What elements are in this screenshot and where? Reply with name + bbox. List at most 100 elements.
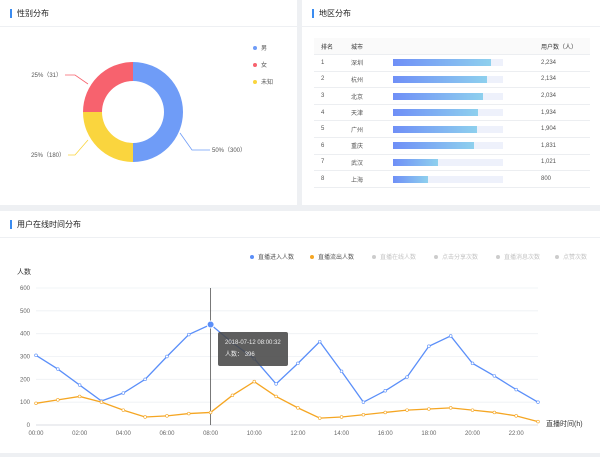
data-point[interactable] xyxy=(56,398,60,402)
tooltip-label: 人数 xyxy=(225,352,238,358)
region-panel-title: 地区分布 xyxy=(312,9,351,18)
legend-item-female[interactable]: 女 xyxy=(253,60,267,69)
cell-users: 1,831 xyxy=(534,137,590,155)
data-point[interactable] xyxy=(427,407,431,411)
series-line-0 xyxy=(35,323,539,404)
data-point[interactable] xyxy=(405,375,409,379)
data-point[interactable] xyxy=(56,367,60,371)
data-point[interactable] xyxy=(165,414,169,418)
bar-track xyxy=(393,142,503,150)
legend-item-male[interactable]: 男 xyxy=(253,43,267,52)
donut-slice-unknown[interactable] xyxy=(83,112,133,162)
bar-track xyxy=(393,158,503,166)
data-point[interactable] xyxy=(99,400,104,404)
table-row: 1 深圳 2,234 xyxy=(314,54,590,72)
cell-users: 1,904 xyxy=(534,120,590,139)
line-legend-item[interactable]: 直播流出人数 xyxy=(310,252,354,261)
line-legend-item[interactable]: 直播在线人数 xyxy=(372,252,416,261)
data-point[interactable] xyxy=(143,377,147,382)
legend-label: 女 xyxy=(261,63,268,69)
data-point[interactable] xyxy=(514,387,518,392)
gender-panel-title: 性别分布 xyxy=(10,9,49,18)
x-tick-label: 10:00 xyxy=(247,431,263,437)
data-point[interactable] xyxy=(536,419,540,424)
data-point[interactable] xyxy=(492,374,497,378)
bar-fill xyxy=(393,75,487,83)
divider xyxy=(0,237,600,238)
data-point[interactable] xyxy=(296,406,300,410)
data-point[interactable] xyxy=(77,383,82,387)
data-point[interactable] xyxy=(361,400,366,404)
data-point[interactable] xyxy=(187,332,191,337)
cell-bar xyxy=(386,54,534,72)
line-legend-item[interactable]: 点赞次数 xyxy=(555,252,587,261)
cell-users: 2,234 xyxy=(534,54,590,72)
online-time-panel: 用户在线时间分布 直播进入人数 直播流出人数 直播在线人数 点击分享次数 直播消息次数 点… xyxy=(0,211,600,453)
tooltip-value: 396 xyxy=(244,352,255,358)
data-point[interactable] xyxy=(187,411,191,416)
y-tick-label: 600 xyxy=(20,286,31,292)
line-legend-item[interactable]: 直播进入人数 xyxy=(250,252,294,261)
data-point[interactable] xyxy=(165,354,169,359)
data-point[interactable] xyxy=(318,339,322,344)
legend-label: 点击分享次数 xyxy=(442,255,479,261)
data-point[interactable] xyxy=(339,369,344,374)
legend-dot-icon xyxy=(310,254,314,259)
data-point[interactable] xyxy=(230,393,235,398)
cell-users: 800 xyxy=(534,170,590,188)
cell-users: 1,934 xyxy=(534,104,590,122)
bar-track xyxy=(393,75,503,83)
data-point[interactable] xyxy=(536,400,540,404)
data-point[interactable] xyxy=(448,334,453,338)
x-tick-label: 16:00 xyxy=(378,431,394,437)
legend-dot-icon xyxy=(253,62,257,67)
legend-label: 点赞次数 xyxy=(563,255,588,261)
data-point[interactable] xyxy=(383,410,387,415)
line-legend-item[interactable]: 点击分享次数 xyxy=(434,252,478,261)
data-point[interactable] xyxy=(121,391,126,395)
data-point[interactable] xyxy=(77,394,82,399)
cell-bar xyxy=(386,154,534,172)
data-point[interactable] xyxy=(34,401,38,406)
data-point[interactable] xyxy=(143,415,147,419)
cell-city: 深圳 xyxy=(344,54,386,72)
data-point[interactable] xyxy=(34,353,38,358)
data-point[interactable] xyxy=(274,394,278,399)
annotation-male: 50%（300） xyxy=(212,147,246,154)
donut-slice-male[interactable] xyxy=(133,62,183,162)
cell-bar xyxy=(386,170,534,188)
data-point[interactable] xyxy=(492,410,497,415)
data-point[interactable] xyxy=(121,408,126,412)
next-panel-edge xyxy=(0,457,600,465)
data-point[interactable] xyxy=(470,361,475,366)
data-point[interactable] xyxy=(514,414,518,418)
data-point[interactable] xyxy=(274,382,278,386)
data-point[interactable] xyxy=(208,410,213,415)
bar-fill xyxy=(393,158,438,166)
data-point[interactable] xyxy=(383,389,387,393)
x-tick-label: 02:00 xyxy=(72,431,88,437)
data-point[interactable] xyxy=(405,408,409,412)
hovered-data-point[interactable] xyxy=(206,320,215,329)
data-point[interactable] xyxy=(361,413,366,417)
data-point[interactable] xyxy=(339,415,344,419)
legend-item-unknown[interactable]: 未知 xyxy=(253,77,273,86)
legend-dot-icon xyxy=(496,254,500,259)
legend-dot-icon xyxy=(250,254,254,259)
data-point[interactable] xyxy=(427,344,431,348)
header-rank: 排名 xyxy=(314,38,344,56)
cell-rank: 2 xyxy=(314,71,344,89)
data-point[interactable] xyxy=(296,361,300,366)
data-point[interactable] xyxy=(252,379,256,384)
data-point[interactable] xyxy=(470,408,475,412)
data-point[interactable] xyxy=(318,416,322,420)
donut-slice-female[interactable] xyxy=(83,62,133,112)
table-row: 4 天津 1,934 xyxy=(314,104,590,122)
bar-fill xyxy=(393,109,479,117)
bar-fill xyxy=(393,142,474,150)
line-legend-item[interactable]: 直播消息次数 xyxy=(496,252,540,261)
header-users: 用户数（人） xyxy=(534,38,590,56)
data-point[interactable] xyxy=(448,406,453,410)
bar-track xyxy=(393,175,503,183)
divider xyxy=(0,26,297,27)
